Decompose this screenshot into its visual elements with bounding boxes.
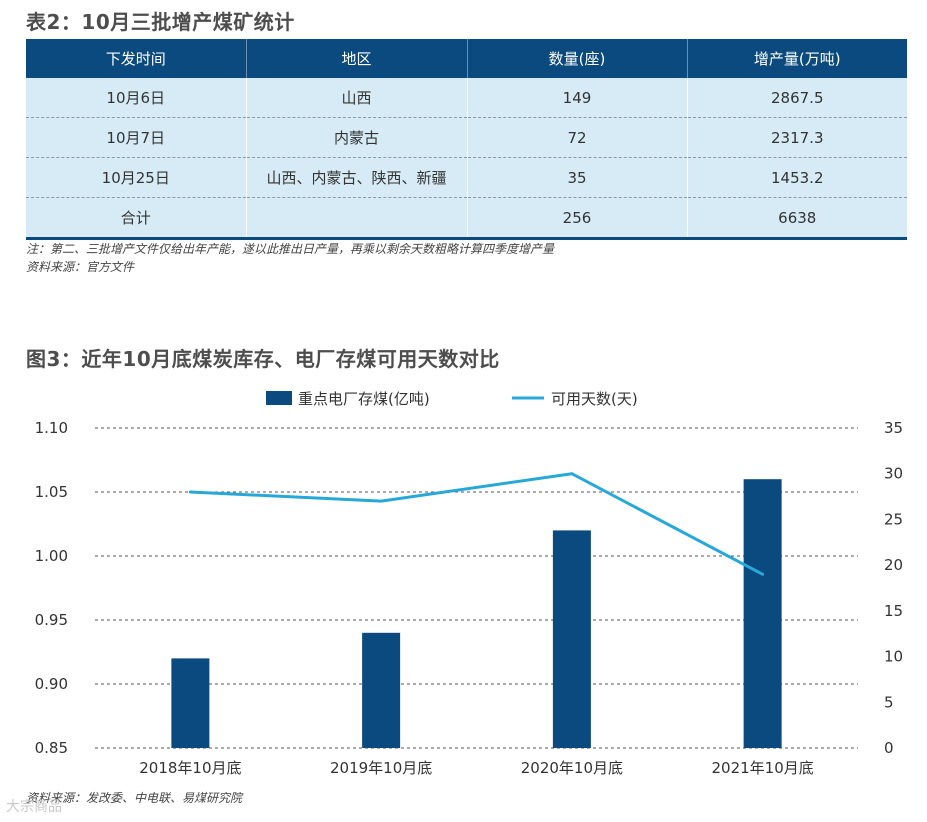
header-increase: 增产量(万吨): [687, 39, 907, 78]
y-right-tick-label: 20: [884, 556, 903, 574]
line-point: [379, 499, 383, 503]
y-left-tick-label: 0.85: [35, 739, 68, 757]
combo-chart: 0.85 0.90 0.95 1.00 1.05 1.10 0 5 10 15 20 25 30 35 20…: [35, 390, 904, 777]
coal-mine-table: 下发时间 地区 数量(座) 增产量(万吨) 10月6日 山西 149 2867.…: [26, 39, 907, 240]
cell-date: 合计: [26, 197, 247, 240]
chart-source: 资料来源：发改委、中电联、易煤研究院: [26, 791, 243, 805]
bar: [171, 658, 210, 748]
bar: [362, 632, 401, 748]
table-title: 表2：10月三批增产煤矿统计: [26, 10, 295, 34]
table-header-row: 下发时间 地区 数量(座) 增产量(万吨): [26, 39, 907, 78]
y-right-tick-label: 30: [884, 465, 903, 483]
cell-count: 35: [467, 157, 688, 198]
cell-region: 山西: [246, 78, 468, 118]
legend-bar-label: 重点电厂存煤(亿吨): [298, 390, 430, 408]
cell-count: 149: [467, 78, 688, 118]
cell-date: 10月6日: [26, 78, 247, 118]
line-point: [761, 572, 765, 576]
line-series: [190, 472, 764, 576]
cell-region: 内蒙古: [246, 117, 468, 158]
cell-date: 10月25日: [26, 157, 247, 198]
cell-increase: 1453.2: [687, 157, 907, 198]
header-date: 下发时间: [26, 39, 247, 78]
legend-line-label: 可用天数(天): [551, 390, 638, 408]
cell-region: [246, 197, 468, 240]
y-right-tick-label: 15: [884, 602, 903, 620]
table-row: 10月7日 内蒙古 72 2317.3: [26, 117, 907, 158]
table-note: 注：第二、三批增产文件仅给出年产能，遂以此推出日产量，再乘以剩余天数粗略计算四季…: [26, 242, 555, 256]
table-total-row: 合计 256 6638: [26, 197, 907, 240]
table-row: 10月6日 山西 149 2867.5: [26, 78, 907, 118]
legend-bar-swatch: [266, 391, 292, 405]
y-right-tick-label: 35: [884, 419, 903, 437]
header-count: 数量(座): [467, 39, 688, 78]
cell-count: 256: [467, 197, 688, 240]
cell-date: 10月7日: [26, 117, 247, 158]
chart-title: 图3：近年10月底煤炭库存、电厂存煤可用天数对比: [26, 347, 500, 371]
x-tick-label: 2020年10月底: [521, 759, 623, 777]
y-right-tick-label: 0: [884, 739, 894, 757]
cell-increase: 2867.5: [687, 78, 907, 118]
y-left-tick-label: 0.90: [35, 675, 68, 693]
cell-count: 72: [467, 117, 688, 158]
y-right-tick-label: 25: [884, 510, 903, 528]
bar: [552, 530, 591, 748]
x-tick-label: 2019年10月底: [330, 759, 432, 777]
line-point: [570, 472, 574, 476]
y-right-tick-label: 5: [884, 693, 894, 711]
table-source: 资料来源：官方文件: [26, 260, 135, 274]
cell-increase: 2317.3: [687, 117, 907, 158]
line-point: [188, 490, 192, 494]
x-tick-label: 2021年10月底: [711, 759, 813, 777]
bar: [743, 479, 782, 748]
x-tick-label: 2018年10月底: [139, 759, 241, 777]
header-region: 地区: [246, 39, 468, 78]
y-right-tick-label: 10: [884, 648, 903, 666]
cell-increase: 6638: [687, 197, 907, 240]
table-row: 10月25日 山西、内蒙古、陕西、新疆 35 1453.2: [26, 157, 907, 198]
y-left-tick-label: 1.10: [35, 419, 68, 437]
y-left-tick-label: 1.00: [35, 547, 68, 565]
y-left-tick-label: 0.95: [35, 611, 68, 629]
y-left-tick-label: 1.05: [35, 483, 68, 501]
watermark: 大宗商品: [6, 799, 62, 815]
cell-region: 山西、内蒙古、陕西、新疆: [246, 157, 468, 198]
